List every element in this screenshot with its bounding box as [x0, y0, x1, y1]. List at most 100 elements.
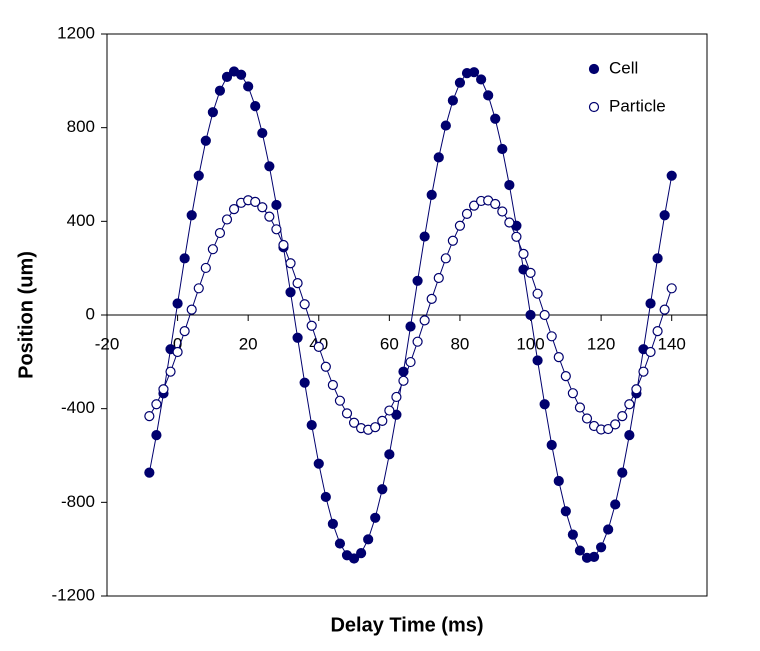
data-point — [659, 210, 670, 221]
data-point — [151, 430, 162, 441]
y-tick-label: 0 — [86, 304, 95, 323]
data-point — [603, 423, 614, 435]
data-point — [306, 320, 317, 331]
y-tick-label: 1200 — [57, 23, 95, 42]
data-point — [207, 244, 218, 255]
y-tick-label: 400 — [67, 211, 95, 230]
data-point — [652, 253, 663, 264]
data-point — [264, 161, 275, 172]
data-point — [214, 227, 226, 239]
y-tick-label: -1200 — [52, 585, 95, 604]
data-point — [610, 499, 621, 510]
data-point — [193, 283, 204, 294]
data-point — [207, 107, 218, 118]
data-point — [666, 170, 677, 181]
data-point — [539, 309, 550, 321]
data-point — [490, 113, 501, 124]
data-point — [348, 417, 360, 428]
y-tick-label: -400 — [61, 398, 95, 417]
legend-marker — [588, 101, 600, 113]
legend-label: Particle — [609, 96, 666, 115]
data-point — [490, 198, 501, 210]
data-point — [384, 405, 395, 416]
data-point — [610, 419, 621, 430]
data-point — [200, 135, 211, 146]
data-point — [320, 361, 331, 372]
data-point — [447, 235, 458, 246]
data-point — [504, 179, 515, 191]
data-point — [454, 220, 466, 231]
data-point — [341, 408, 353, 419]
data-point — [363, 534, 374, 545]
x-tick-label: 100 — [516, 334, 544, 353]
data-point — [228, 204, 240, 215]
data-point — [518, 248, 529, 259]
data-point — [384, 449, 395, 460]
data-point — [313, 341, 324, 352]
data-point — [497, 143, 508, 155]
data-point — [511, 231, 522, 242]
data-point — [631, 384, 642, 395]
data-point — [292, 332, 303, 343]
data-point — [348, 553, 360, 564]
data-point — [257, 127, 268, 139]
data-point — [391, 391, 402, 403]
data-point — [483, 90, 494, 101]
data-point — [299, 299, 310, 310]
data-point — [581, 413, 593, 424]
data-point — [285, 258, 296, 269]
data-point — [313, 458, 324, 469]
data-point — [652, 326, 663, 337]
data-point — [419, 315, 430, 326]
y-tick-label: -800 — [61, 492, 95, 511]
data-point — [377, 484, 388, 495]
data-point — [370, 422, 381, 433]
data-point — [645, 298, 656, 309]
y-tick-label: 800 — [67, 117, 95, 136]
data-point — [525, 309, 536, 321]
data-point — [221, 214, 233, 225]
data-point — [172, 298, 183, 309]
data-point — [433, 272, 444, 284]
data-point — [193, 170, 204, 181]
y-axis-title: Position (um) — [15, 251, 37, 379]
data-point — [327, 379, 338, 391]
data-point — [603, 524, 614, 535]
data-point — [574, 545, 586, 556]
data-point — [567, 529, 578, 540]
x-tick-label: 0 — [173, 334, 182, 353]
data-point — [398, 375, 409, 386]
legend-marker — [588, 63, 600, 75]
data-point — [553, 475, 564, 487]
data-point — [454, 77, 466, 88]
data-point — [426, 189, 437, 200]
data-point — [638, 366, 649, 377]
data-point — [356, 548, 367, 559]
data-point — [497, 206, 508, 217]
data-point — [179, 326, 190, 337]
data-point — [447, 95, 458, 106]
x-tick-label: 60 — [380, 334, 399, 353]
data-point — [144, 467, 155, 478]
x-axis-title: Delay Time (ms) — [330, 614, 483, 636]
data-point — [186, 304, 197, 315]
data-point — [271, 199, 282, 211]
data-point — [221, 71, 233, 82]
data-point — [214, 85, 226, 96]
x-tick-label: 140 — [658, 334, 686, 353]
data-point — [546, 331, 557, 342]
data-point — [186, 210, 197, 221]
data-point — [327, 518, 338, 529]
x-tick-label: 20 — [239, 334, 258, 353]
x-tick-label: 80 — [450, 334, 469, 353]
data-point — [306, 419, 317, 431]
data-point — [158, 384, 169, 395]
data-point — [525, 267, 536, 278]
data-point — [539, 399, 550, 410]
data-point — [285, 287, 296, 298]
data-point — [560, 371, 571, 382]
data-point — [645, 346, 656, 358]
data-point — [292, 278, 303, 289]
